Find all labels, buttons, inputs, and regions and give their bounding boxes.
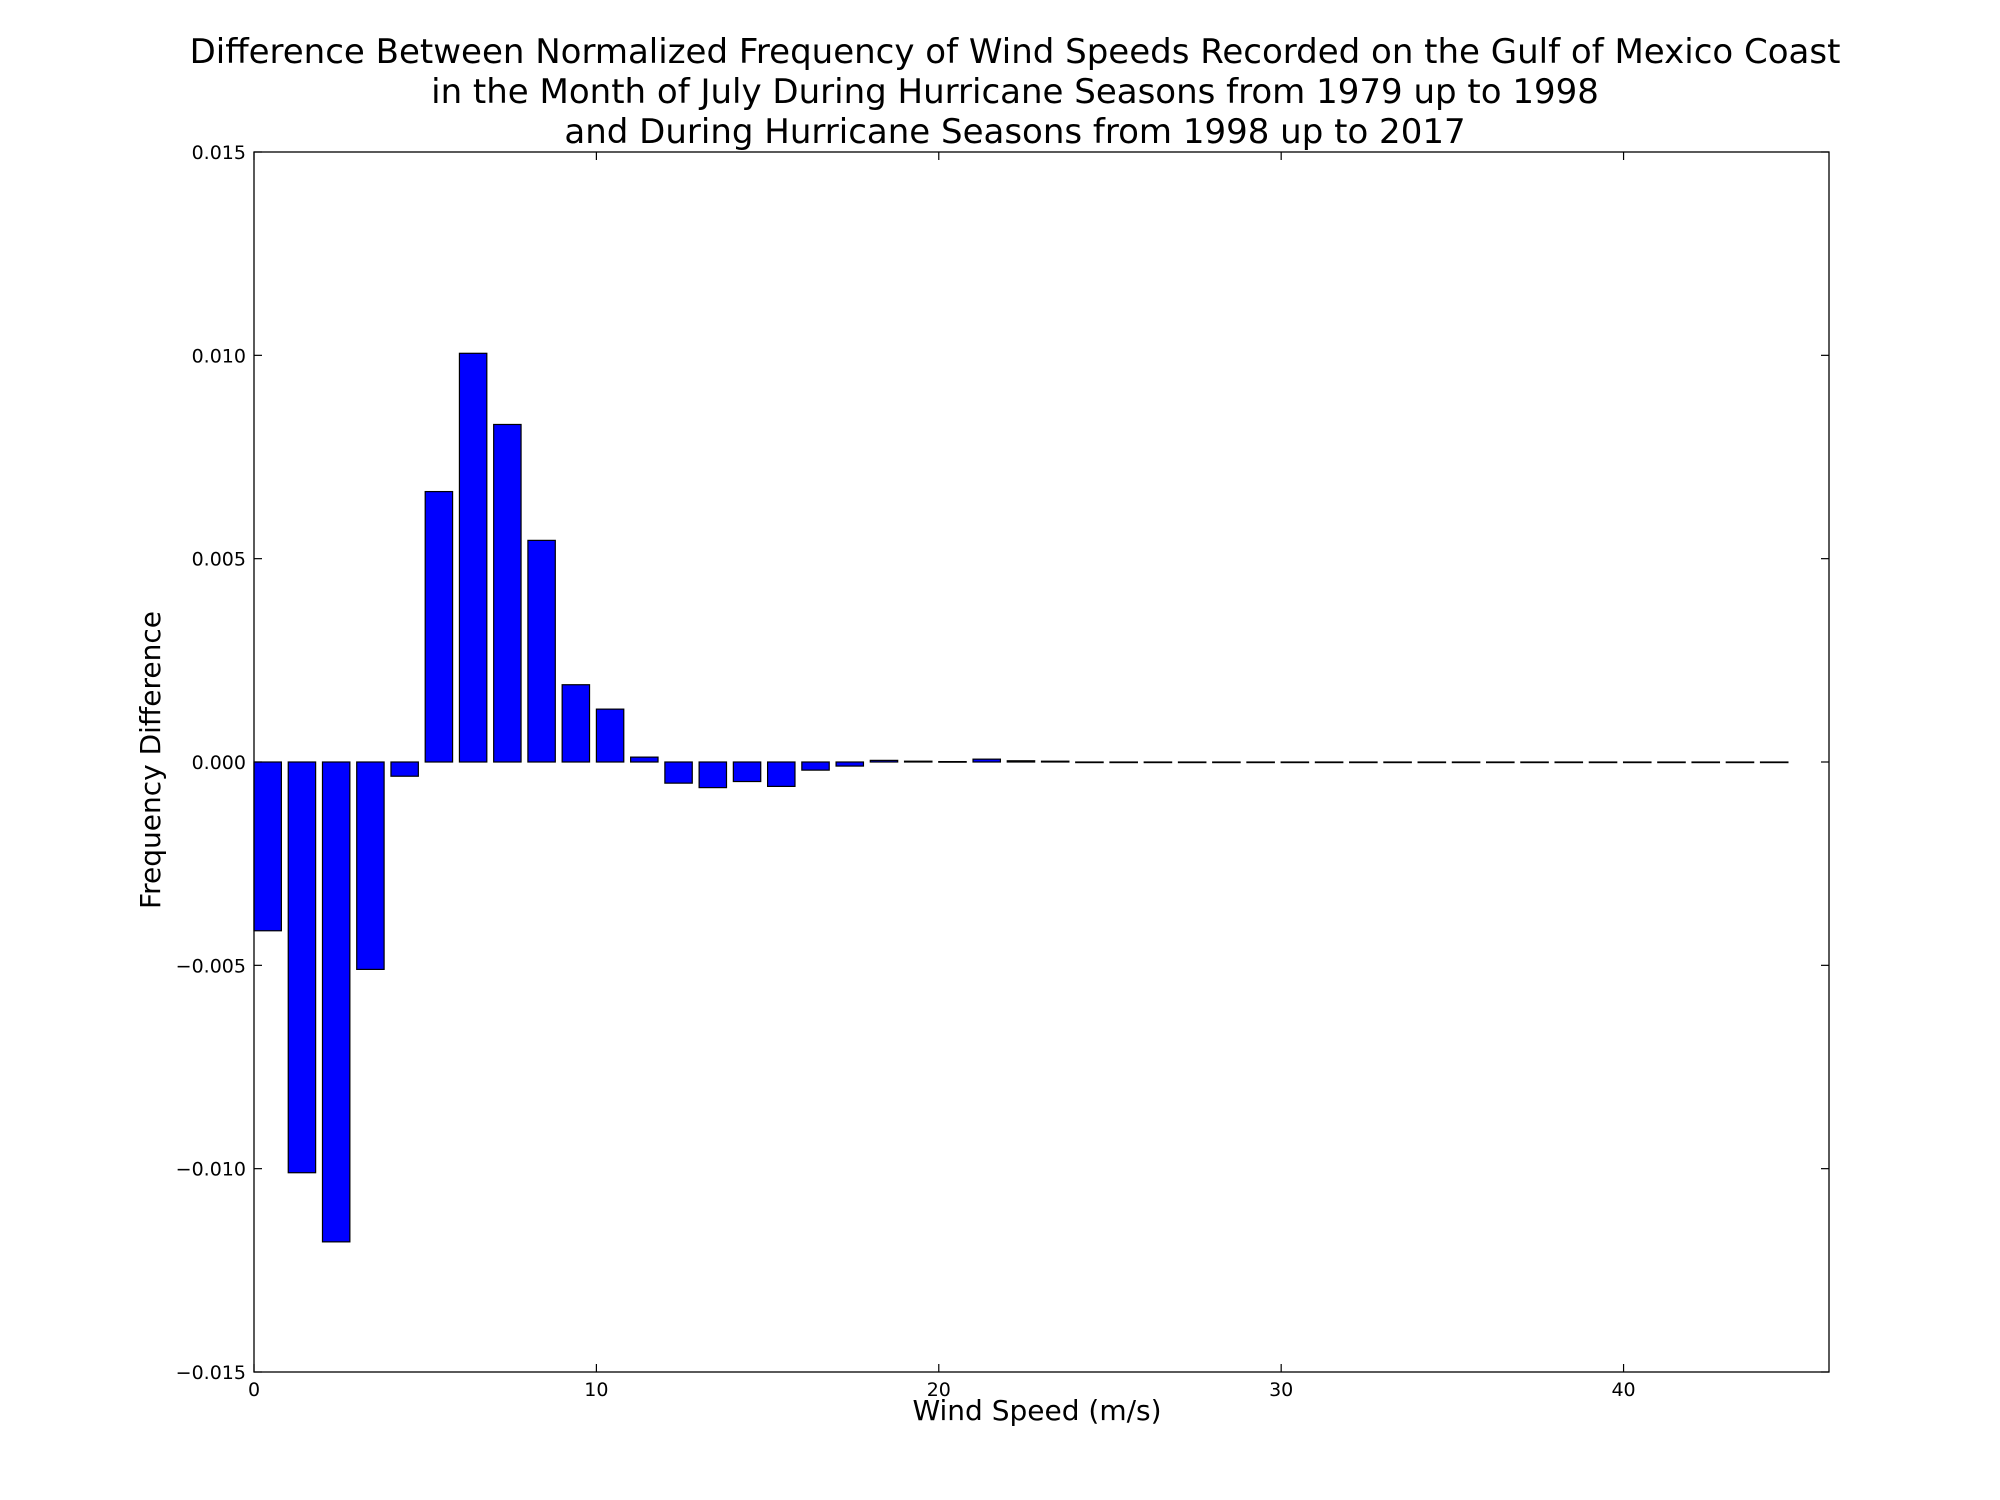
- bar-15: [766, 761, 796, 787]
- y-tick-label: −0.010: [176, 1159, 246, 1181]
- bar-34: [1417, 761, 1447, 764]
- x-tick-label: 10: [584, 1379, 608, 1401]
- y-tick-label: 0.005: [192, 549, 246, 571]
- chart-title-line-1: Difference Between Normalized Frequency …: [190, 32, 1841, 72]
- bar-26: [1143, 761, 1173, 764]
- bar-25: [1109, 761, 1138, 764]
- bar-40: [1622, 761, 1652, 764]
- bar-19: [903, 760, 933, 763]
- x-tick-label: 20: [927, 1379, 951, 1401]
- y-tick-label: 0.015: [192, 142, 246, 164]
- bar-16: [801, 761, 830, 771]
- y-tick-label: −0.005: [176, 955, 246, 977]
- bar-31: [1314, 761, 1344, 764]
- bar-3: [356, 761, 385, 970]
- x-tick-label: 0: [248, 1379, 260, 1401]
- bar-7: [493, 423, 522, 763]
- bar-9: [561, 684, 591, 763]
- bar-44: [1759, 761, 1789, 764]
- bar-33: [1383, 761, 1412, 764]
- y-tick-label: 0.000: [192, 752, 246, 774]
- bar-30: [1280, 761, 1310, 764]
- bar-32: [1349, 761, 1378, 764]
- bar-20: [938, 760, 967, 763]
- bar-series: [253, 352, 1789, 1243]
- bar-35: [1451, 761, 1481, 764]
- x-axis-ticks: 0 10 20 30 40: [248, 152, 1636, 1401]
- bar-42: [1691, 761, 1721, 764]
- bar-43: [1725, 761, 1755, 764]
- bar-0: [253, 761, 282, 932]
- bar-13: [698, 761, 728, 789]
- bar-11: [630, 756, 659, 763]
- bar-10: [595, 708, 625, 763]
- x-tick-label: 30: [1269, 1379, 1293, 1401]
- bar-24: [1075, 761, 1104, 764]
- y-tick-label: 0.010: [192, 345, 246, 367]
- bar-2: [321, 761, 351, 1243]
- bar-12: [664, 761, 693, 784]
- bar-6: [458, 352, 488, 763]
- bar-8: [527, 539, 556, 763]
- x-tick-label: 40: [1611, 1379, 1635, 1401]
- chart-title: Difference Between Normalized Frequency …: [190, 32, 1841, 152]
- bar-39: [1588, 761, 1618, 764]
- bar-36: [1486, 761, 1515, 764]
- bar-1: [287, 761, 317, 1174]
- bar-4: [390, 761, 419, 777]
- bar-14: [732, 761, 762, 783]
- bar-27: [1177, 761, 1207, 764]
- chart-title-line-2: in the Month of July During Hurricane Se…: [431, 72, 1599, 112]
- bar-29: [1246, 761, 1275, 764]
- bar-28: [1212, 761, 1241, 764]
- bar-17: [835, 761, 865, 767]
- bar-21: [972, 758, 1002, 763]
- bar-23: [1040, 760, 1070, 763]
- bar-18: [869, 759, 899, 763]
- bar-5: [424, 490, 454, 763]
- chart-title-line-3: and During Hurricane Seasons from 1998 u…: [564, 112, 1465, 152]
- bar-41: [1657, 761, 1686, 764]
- bar-38: [1554, 761, 1584, 764]
- y-tick-label: −0.015: [176, 1362, 246, 1384]
- bar-22: [1006, 760, 1036, 763]
- y-axis-label: Frequency Difference: [134, 611, 167, 909]
- x-axis-label: Wind Speed (m/s): [912, 1394, 1161, 1427]
- y-axis-ticks: −0.015 −0.010 −0.005 0.000 0.005 0.010 0.015: [176, 142, 1829, 1384]
- bar-37: [1520, 761, 1549, 764]
